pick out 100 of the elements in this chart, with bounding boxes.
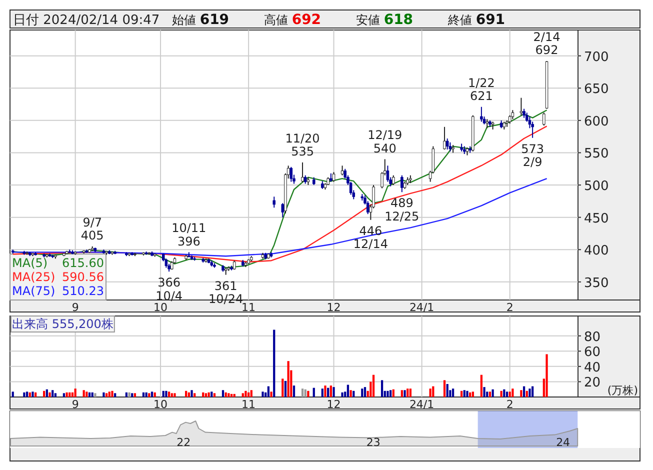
bar bbox=[185, 390, 188, 397]
chart-title: 出来高 555,200株 bbox=[12, 317, 114, 331]
bar bbox=[114, 393, 116, 397]
bar bbox=[222, 390, 224, 397]
annotation: 366 10/4 bbox=[156, 276, 183, 303]
x-tick-label: 9 bbox=[72, 301, 79, 314]
bar bbox=[210, 392, 213, 397]
bar bbox=[400, 390, 403, 397]
bar bbox=[292, 386, 296, 397]
y-tick-label: 350 bbox=[584, 276, 609, 291]
bar bbox=[480, 374, 483, 397]
bar bbox=[194, 393, 196, 397]
bar bbox=[170, 393, 173, 397]
candlestick bbox=[400, 174, 404, 193]
y-tick-label: 600 bbox=[584, 114, 609, 130]
bar bbox=[12, 392, 14, 397]
bar bbox=[508, 392, 511, 397]
bar bbox=[267, 386, 270, 397]
y-tick-label: 20 bbox=[584, 376, 601, 391]
bar bbox=[262, 392, 264, 397]
annotation: 9/7 405 bbox=[80, 215, 104, 243]
bar bbox=[432, 386, 434, 397]
bar bbox=[282, 378, 284, 397]
bar bbox=[460, 390, 463, 397]
bar bbox=[304, 389, 306, 397]
text: MA(75) bbox=[12, 284, 56, 298]
bar bbox=[503, 389, 506, 397]
bar bbox=[202, 392, 204, 397]
candlestick bbox=[301, 162, 304, 183]
bar bbox=[372, 374, 375, 397]
bar bbox=[389, 390, 392, 397]
bar bbox=[307, 390, 310, 397]
bar bbox=[341, 392, 344, 397]
y-tick-label: 500 bbox=[584, 179, 609, 194]
bar bbox=[150, 392, 154, 397]
annotation: 573 2/9 bbox=[521, 142, 544, 170]
candlestick bbox=[443, 126, 446, 150]
bar bbox=[23, 392, 26, 397]
bar bbox=[68, 392, 71, 397]
annotation: 1/22 621 bbox=[468, 76, 495, 104]
bar bbox=[26, 392, 28, 397]
bar bbox=[32, 392, 34, 397]
bar bbox=[125, 392, 128, 397]
bar bbox=[273, 330, 276, 397]
bar bbox=[364, 387, 366, 397]
bar bbox=[546, 354, 548, 397]
bar bbox=[52, 390, 54, 397]
candlestick bbox=[272, 196, 276, 208]
bar bbox=[102, 392, 105, 397]
bar bbox=[270, 392, 272, 397]
y-axis-title: (万株) bbox=[607, 384, 638, 397]
bar bbox=[472, 392, 474, 397]
bar bbox=[54, 393, 57, 397]
bar bbox=[452, 388, 454, 397]
bar bbox=[242, 393, 244, 397]
x-tick-label: 24 bbox=[556, 436, 570, 449]
annotation: 12/19 540 bbox=[368, 128, 402, 156]
bar bbox=[483, 387, 486, 397]
bar bbox=[327, 388, 330, 397]
bar bbox=[321, 388, 324, 397]
bar bbox=[466, 390, 468, 397]
x-tick-label: 22 bbox=[176, 436, 191, 449]
bar bbox=[312, 388, 315, 397]
bar bbox=[361, 388, 364, 397]
bar bbox=[174, 393, 176, 397]
bar bbox=[346, 384, 350, 397]
x-tick-label: 2 bbox=[506, 301, 514, 314]
bar bbox=[230, 394, 233, 397]
bar bbox=[148, 393, 150, 397]
bar bbox=[66, 392, 68, 397]
text: 始値 619 bbox=[172, 12, 230, 28]
candlestick bbox=[520, 97, 523, 116]
bar bbox=[506, 392, 508, 397]
bar bbox=[34, 392, 37, 397]
x-tick-label: 2 bbox=[506, 398, 514, 411]
bar bbox=[522, 386, 526, 397]
annotation: 615.60 bbox=[62, 256, 104, 270]
candlestick bbox=[542, 112, 546, 126]
bar bbox=[168, 392, 170, 397]
bar bbox=[528, 388, 531, 397]
y-tick-label: 80 bbox=[584, 330, 601, 345]
bar bbox=[134, 393, 136, 397]
x-tick-label: 9 bbox=[72, 398, 79, 411]
bar bbox=[91, 392, 94, 397]
bar bbox=[446, 384, 448, 397]
y-tick-label: 400 bbox=[584, 244, 609, 259]
annotation: 510.23 bbox=[62, 284, 104, 298]
bar bbox=[108, 392, 110, 397]
y-tick-label: 550 bbox=[584, 146, 609, 162]
x-tick-label: 12 bbox=[326, 301, 341, 314]
candlestick bbox=[522, 108, 526, 118]
x-tick-label: 10 bbox=[154, 301, 168, 314]
y-tick-label: 650 bbox=[584, 82, 609, 98]
bar bbox=[204, 393, 208, 397]
annotation: 590.56 bbox=[62, 270, 104, 284]
annotation: 2/14 692 bbox=[533, 30, 560, 58]
bar bbox=[512, 388, 514, 397]
bar bbox=[324, 386, 326, 397]
candlestick bbox=[281, 202, 284, 218]
bar bbox=[520, 390, 522, 397]
